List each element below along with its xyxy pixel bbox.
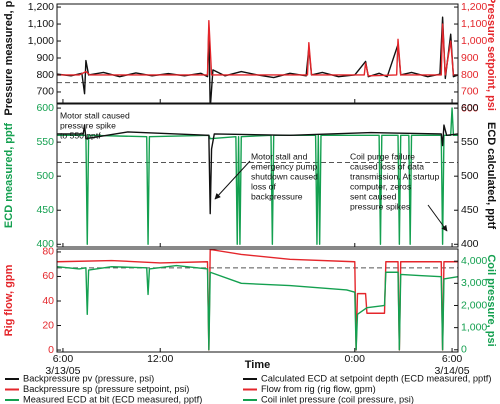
y2-tick-label: 900 <box>461 52 479 64</box>
plot-frame <box>56 3 459 104</box>
y-tick-label: 40 <box>42 295 54 307</box>
y2-tick-label: 700 <box>461 86 479 98</box>
plots: 7008009001,0001,1001,2006007008009001,00… <box>3 0 497 404</box>
annotation: pressure spike <box>60 120 116 130</box>
y-tick-label: 900 <box>36 52 54 64</box>
legend-label: Backpressure sp (pressure setpoint, psi) <box>23 384 189 394</box>
x-tick-label: 3/14/05 <box>435 365 470 377</box>
legend-label: Coil inlet pressure (coil pressure, psi) <box>261 394 414 404</box>
y-tick-label: 80 <box>42 246 54 258</box>
annotation-arrows <box>214 160 448 232</box>
annotation: transmission. At startup <box>350 171 440 181</box>
data-line <box>57 19 458 77</box>
data-line <box>57 107 458 245</box>
y-tick-label: 1,000 <box>28 35 54 47</box>
x-tick-label: 0:00 <box>345 353 366 365</box>
y-tick-label: 400 <box>36 238 54 250</box>
x-tick-label: 3/13/05 <box>45 365 80 377</box>
y-tick-label: 20 <box>42 319 54 331</box>
y2-tick-label: 600 <box>461 103 479 115</box>
data-line <box>57 124 458 215</box>
annotation-arrow <box>214 160 251 200</box>
y2-tick-label: 550 <box>461 136 479 148</box>
y2-tick-label: 4,000 <box>461 255 487 267</box>
y2-tick-label: 2,000 <box>461 299 487 311</box>
y-tick-label: 800 <box>36 69 54 81</box>
y2-tick-label: 1,000 <box>461 35 487 47</box>
y-axis-title: Pressure measured, psi <box>3 0 15 116</box>
y2-tick-label: 0 <box>461 344 467 356</box>
y-tick-label: 1,200 <box>28 1 54 13</box>
y-tick-label: 550 <box>36 136 54 148</box>
legend-label: Calculated ECD at setpoint depth (ECD me… <box>261 373 491 383</box>
y-tick-label: 500 <box>36 170 54 182</box>
y-axis-title: ECD measured, pptf <box>3 123 15 228</box>
y-tick-label: 1,100 <box>28 18 54 30</box>
legend-label: Backpressure pv (pressure, psi) <box>23 373 154 383</box>
y2-tick-label: 800 <box>461 69 479 81</box>
y2-axis-title: ECD calculated, pptf <box>485 122 497 229</box>
x-axis-title: Time <box>245 359 270 371</box>
y2-axis-title: Coil pressure, psi <box>485 254 497 346</box>
y-tick-label: 0 <box>48 344 54 356</box>
annotation: shutdown caused <box>251 171 318 181</box>
annotation: to 550 pptf <box>60 130 101 140</box>
annotation: Motor stall and <box>251 151 308 161</box>
y-axis-title: Rig flow, gpm <box>3 264 15 336</box>
y2-tick-label: 400 <box>461 238 479 250</box>
y2-tick-label: 500 <box>461 170 479 182</box>
annotation: emergency pump <box>251 161 318 171</box>
legend-label: Measured ECD at bit (ECD measured, pptf) <box>23 394 202 404</box>
annotation: Motor stall caused <box>60 110 130 120</box>
y2-axis-title: Pressure setpoint, psi <box>485 0 497 111</box>
x-tick-label: 12:00 <box>147 353 173 365</box>
y-tick-label: 700 <box>36 86 54 98</box>
x-tick-label: 6:00 <box>442 353 463 365</box>
annotation: pressure spikes <box>350 201 410 211</box>
y2-tick-label: 1,200 <box>461 1 487 13</box>
y-tick-label: 450 <box>36 204 54 216</box>
annotation-arrow <box>427 204 448 232</box>
annotation: caused loss of data <box>350 161 424 171</box>
annotation: Coil purge failure <box>350 151 415 161</box>
y2-tick-label: 1,000 <box>461 321 487 333</box>
plot-frame <box>56 103 459 248</box>
y-tick-label: 600 <box>36 102 54 114</box>
annotation: computer, zeros <box>350 181 411 191</box>
y2-tick-label: 450 <box>461 204 479 216</box>
legend-label: Flow from rig (rig flow, gpm) <box>261 384 376 394</box>
y2-tick-label: 1,100 <box>461 18 487 30</box>
y2-tick-label: 3,000 <box>461 277 487 289</box>
data-line <box>57 264 458 351</box>
annotation: loss of <box>251 181 276 191</box>
y2-tick-label: 600 <box>461 102 479 114</box>
y-tick-label: 60 <box>42 270 54 282</box>
data-line <box>57 16 458 103</box>
annotation: sent caused <box>350 191 397 201</box>
annotation: backpressure <box>251 191 303 201</box>
x-tick-label: 6:00 <box>53 353 74 365</box>
